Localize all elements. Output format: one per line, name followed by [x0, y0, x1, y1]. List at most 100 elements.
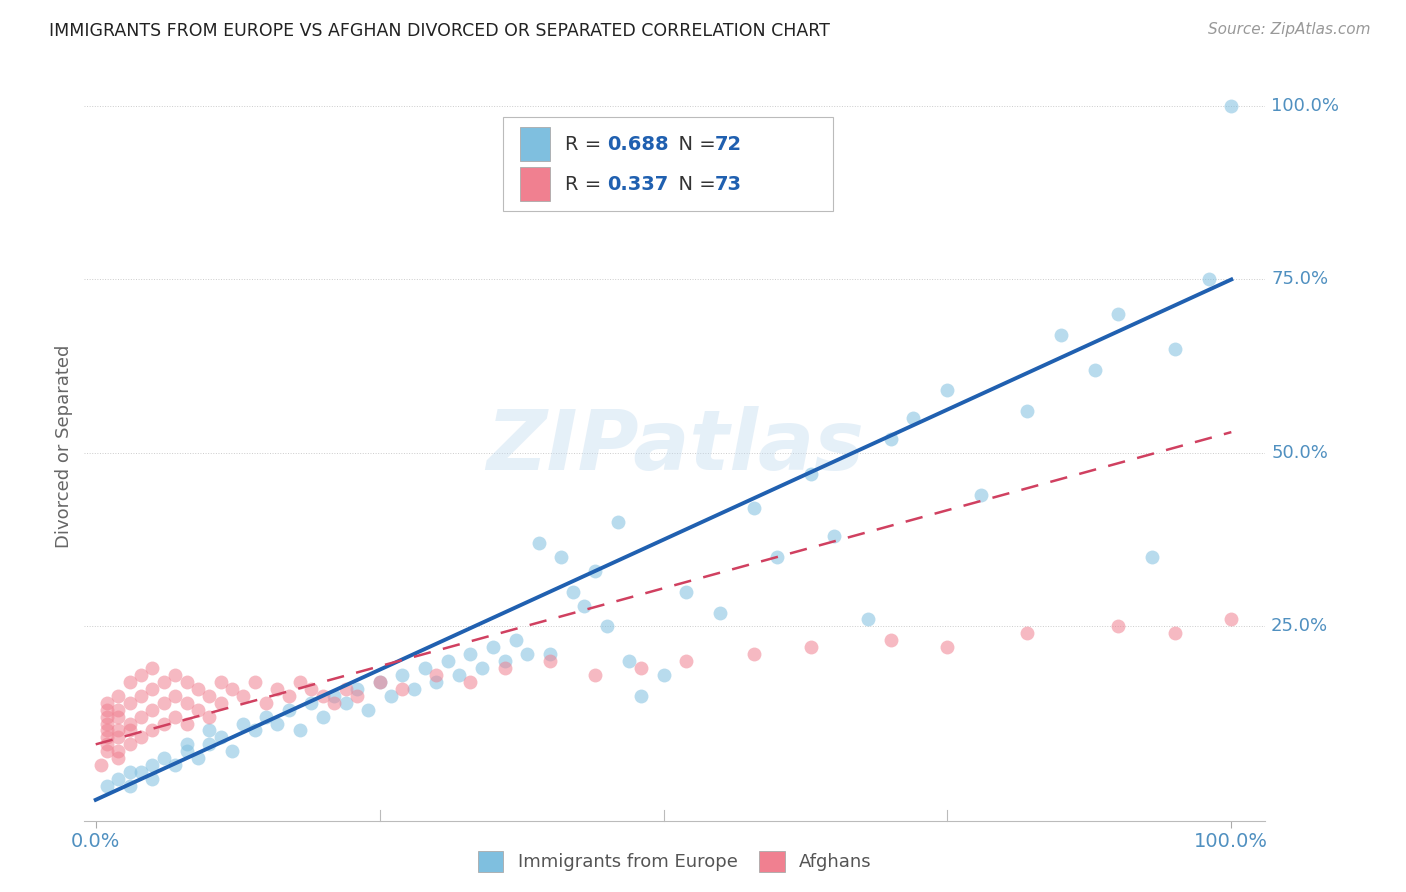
Point [527, 536, 550, 550]
Point [198, 709, 221, 723]
Point [118, 737, 141, 751]
Point [301, 681, 323, 696]
Point [346, 689, 368, 703]
Point [129, 709, 152, 723]
Point [141, 723, 163, 738]
Text: N =: N = [666, 135, 721, 153]
Point [619, 654, 641, 668]
Point [176, 737, 198, 751]
Point [118, 765, 141, 780]
Point [1220, 99, 1243, 113]
Text: ZIPatlas: ZIPatlas [486, 406, 863, 486]
Point [153, 751, 176, 765]
Y-axis label: Divorced or Separated: Divorced or Separated [55, 344, 73, 548]
Point [346, 681, 368, 696]
Point [187, 681, 209, 696]
Point [312, 709, 335, 723]
Point [209, 731, 232, 745]
Point [425, 668, 447, 682]
Text: 0.688: 0.688 [607, 135, 668, 153]
Point [561, 584, 583, 599]
Point [1140, 549, 1163, 564]
Point [583, 668, 606, 682]
Point [596, 619, 619, 633]
Point [879, 432, 901, 446]
Point [187, 703, 209, 717]
Point [254, 709, 277, 723]
Point [96, 723, 118, 738]
Text: Source: ZipAtlas.com: Source: ZipAtlas.com [1208, 22, 1371, 37]
Point [277, 689, 299, 703]
Point [323, 689, 346, 703]
Point [198, 723, 221, 738]
Point [380, 689, 402, 703]
Point [198, 737, 221, 751]
Point [538, 654, 561, 668]
Point [107, 703, 129, 717]
Point [141, 758, 163, 772]
Point [118, 723, 141, 738]
Point [221, 744, 243, 758]
Text: 73: 73 [716, 175, 742, 194]
Point [1107, 307, 1129, 321]
Point [176, 744, 198, 758]
Point [107, 731, 129, 745]
Point [96, 709, 118, 723]
Point [413, 661, 436, 675]
Point [301, 696, 323, 710]
Point [187, 751, 209, 765]
Point [505, 633, 527, 648]
Point [482, 640, 505, 655]
Point [744, 501, 766, 516]
Point [675, 654, 697, 668]
Point [209, 696, 232, 710]
Point [107, 723, 129, 738]
Point [766, 549, 789, 564]
Point [129, 668, 152, 682]
Point [141, 772, 163, 786]
Point [96, 696, 118, 710]
Point [96, 716, 118, 731]
Point [856, 612, 879, 626]
Point [425, 674, 447, 689]
Point [129, 731, 152, 745]
Point [107, 744, 129, 758]
Text: R =: R = [565, 135, 607, 153]
Point [583, 564, 606, 578]
Point [153, 674, 176, 689]
Point [96, 744, 118, 758]
Point [936, 384, 959, 398]
Point [107, 709, 129, 723]
Point [96, 779, 118, 793]
Point [1163, 626, 1185, 640]
Point [107, 772, 129, 786]
Point [357, 703, 380, 717]
Point [288, 723, 311, 738]
Point [129, 689, 152, 703]
Point [1198, 272, 1220, 286]
Point [176, 674, 198, 689]
Point [936, 640, 959, 655]
Point [335, 696, 357, 710]
Point [879, 633, 901, 648]
Text: 100.0%: 100.0% [1271, 97, 1339, 115]
Point [165, 689, 187, 703]
Point [1220, 612, 1243, 626]
Point [288, 674, 311, 689]
Text: IMMIGRANTS FROM EUROPE VS AFGHAN DIVORCED OR SEPARATED CORRELATION CHART: IMMIGRANTS FROM EUROPE VS AFGHAN DIVORCE… [49, 22, 830, 40]
Point [1107, 619, 1129, 633]
Point [266, 716, 288, 731]
Point [118, 779, 141, 793]
Point [243, 723, 266, 738]
Point [675, 584, 697, 599]
Point [176, 696, 198, 710]
Point [460, 647, 482, 661]
Point [107, 751, 129, 765]
Legend: Immigrants from Europe, Afghans: Immigrants from Europe, Afghans [471, 844, 879, 879]
Text: 50.0%: 50.0% [1271, 444, 1327, 462]
Point [1050, 328, 1073, 343]
Point [903, 411, 925, 425]
Point [391, 668, 413, 682]
Point [165, 758, 187, 772]
Point [243, 674, 266, 689]
